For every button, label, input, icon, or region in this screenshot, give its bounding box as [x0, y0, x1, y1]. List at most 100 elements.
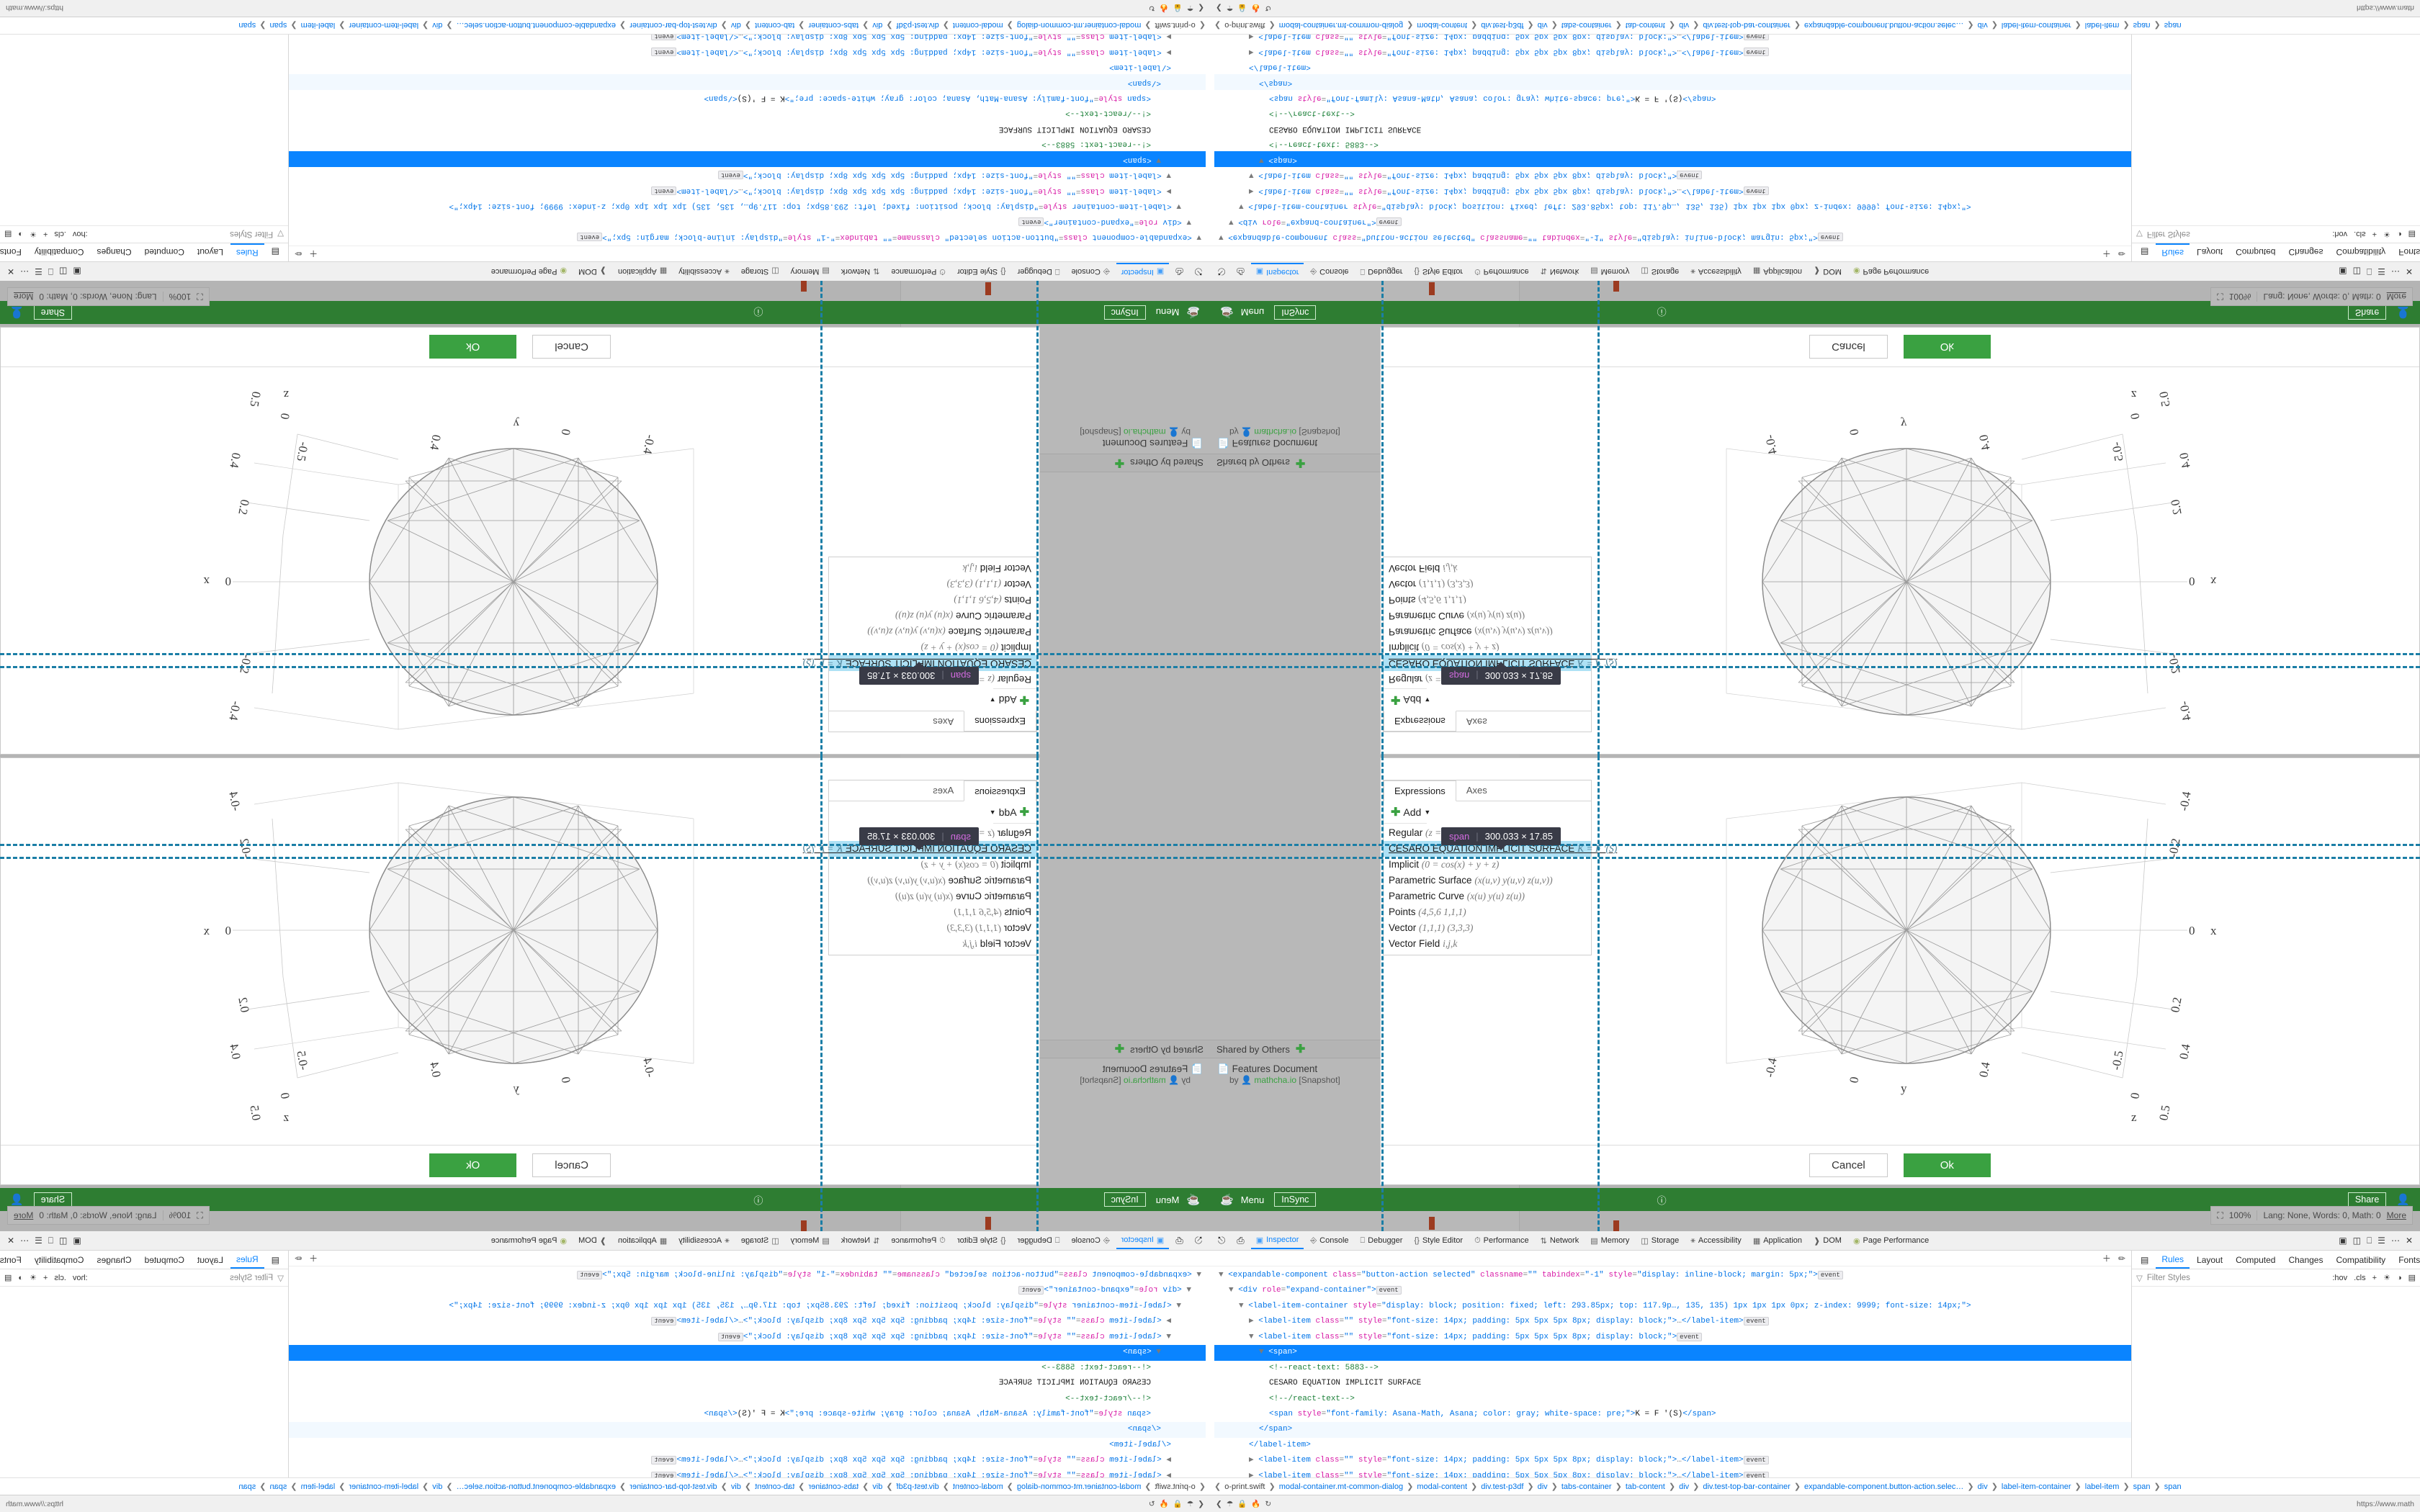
shield-icon[interactable]: ☂ [1226, 4, 1234, 13]
tab-expressions[interactable]: Expressions [1384, 780, 1456, 801]
surface-plot[interactable]: 0 x -0.2 -0.4 0.2 0.4 y -0.4 0 0.4 [1618, 761, 2367, 1135]
breadcrumb-item[interactable]: span [2164, 1482, 2182, 1491]
markup-row[interactable]: ▶ <label-item class="" style="font-size:… [1214, 1453, 2131, 1468]
breadcrumb-item[interactable]: label-item-container [2001, 21, 2071, 30]
breadcrumb-item[interactable]: div [872, 1482, 883, 1491]
tab-style-editor[interactable]: {} Style Editor [952, 264, 1011, 279]
plus-icon[interactable]: ✚ [1295, 456, 1306, 469]
markup-code[interactable]: ▼ <expandable-component class = "button-ac… [1210, 35, 2131, 246]
plus-icon[interactable]: ✚ [1114, 1043, 1125, 1056]
tab-rules[interactable]: Rules [230, 1251, 264, 1269]
breadcrumb-item[interactable]: label-item [300, 21, 336, 30]
shield-icon[interactable]: ☂ [1226, 1499, 1234, 1508]
split-console-icon[interactable]: ☰ [35, 1235, 42, 1246]
print-media-icon[interactable]: ▤ [2408, 1274, 2416, 1282]
tab-application[interactable]: ▦ Application [1748, 1233, 1807, 1248]
breadcrumb-item[interactable]: label-item [2084, 1482, 2120, 1491]
breadcrumb-item[interactable]: div.test-top-bar-container [1703, 1482, 1791, 1491]
breadcrumb-item[interactable]: div [730, 21, 741, 30]
user-icon[interactable]: 👤 [10, 1194, 24, 1206]
reload-icon[interactable]: ↻ [1265, 4, 1272, 13]
firefox-icon[interactable]: 🔥 [1251, 4, 1261, 12]
ok-button[interactable]: Ok [429, 1153, 517, 1177]
list-item[interactable]: Parametric Surface (x(u,v) y(u,v) z(u,v)… [829, 873, 1036, 888]
ok-button[interactable]: Ok [1903, 1153, 1991, 1177]
markup-row[interactable]: ▶ <label-item class="" style="font-size:… [289, 1453, 1206, 1468]
surface-plot[interactable]: 0 x -0.2 -0.4 0.2 0.4 y -0.4 0 0.4 [1618, 377, 2367, 751]
tab-performance[interactable]: ⏱ Performance [1469, 1233, 1534, 1248]
breadcrumb-item[interactable]: div [1679, 1482, 1690, 1491]
markup-row[interactable]: </label-item> [289, 1438, 1206, 1453]
breadcrumb-item[interactable]: modal-container.mt-common-dialog [1016, 1482, 1142, 1491]
insync-badge[interactable]: InSync [1103, 1192, 1146, 1207]
device-icon[interactable]: ⎕ [2366, 1235, 2372, 1246]
list-item[interactable]: Points (4,5,6 1,1,1) [1384, 592, 1591, 608]
coffee-icon[interactable]: ☕ [1186, 306, 1200, 318]
share-button[interactable]: Share [33, 1192, 73, 1207]
tab-axes[interactable]: Axes [933, 716, 954, 727]
light-scheme-icon[interactable]: ☀ [2383, 1274, 2390, 1282]
chevron-left-icon[interactable]: ❮ [1214, 21, 1222, 30]
markup-row[interactable]: </span> [1214, 74, 2131, 90]
tab-rules[interactable]: Rules [230, 243, 264, 261]
markup-row[interactable]: ▼ <span> [1214, 151, 2131, 167]
breadcrumb-item[interactable]: expandable-component.button-action.selec… [1804, 1482, 1964, 1491]
breadcrumb-item[interactable]: tabs-container [1561, 21, 1612, 30]
tab-memory[interactable]: ▤ Memory [1585, 264, 1634, 279]
breadcrumb-item[interactable]: tabs-container [808, 21, 859, 30]
surface-plot[interactable]: 0 x -0.2 -0.4 0.2 0.4 y -0.4 0 0.4 [53, 377, 802, 751]
markup-row[interactable]: ▼ <expandable-component class="button-ac… [1214, 229, 2131, 244]
breadcrumb-item[interactable]: modal-container.mt-common-dialog [1016, 21, 1142, 30]
breadcrumb-item[interactable]: span [238, 1482, 256, 1491]
tab-debugger[interactable]: ⎕ Debugger [1355, 1233, 1408, 1248]
zoom-level[interactable]: 100% [162, 292, 192, 302]
markup-row[interactable]: ▼ <expandable-component class="button-ac… [1214, 1268, 2131, 1283]
lock-icon[interactable]: 🔒 [1237, 1500, 1247, 1508]
screenshot-icon[interactable]: ▣ [73, 1235, 81, 1246]
element-picker-icon[interactable]: ⎋ [1218, 266, 1226, 277]
markup-row[interactable]: <!--react-text: 5883--> [289, 1361, 1206, 1376]
tab-computed[interactable]: Computed [144, 247, 184, 258]
fullscreen-icon[interactable]: ⛶ [197, 1210, 203, 1220]
tab-debugger[interactable]: ⎕ Debugger [1013, 1233, 1065, 1248]
tab-console[interactable]: ⎆ Console [1066, 264, 1114, 279]
filter-styles-input[interactable]: Filter Styles [230, 1273, 274, 1282]
split-console-icon[interactable]: ☰ [2378, 266, 2385, 277]
breadcrumb-item[interactable]: span [269, 21, 287, 30]
breadcrumb-item[interactable]: o-print.swift [1224, 1482, 1265, 1491]
shield-icon[interactable]: ☂ [1186, 1499, 1194, 1508]
list-item[interactable]: Parametric Surface (x(u,v) y(u,v) z(u,v)… [829, 624, 1036, 639]
breadcrumb-item[interactable]: modal-content [952, 1482, 1003, 1491]
markup-row[interactable]: <!--/react-text--> [1214, 105, 2131, 120]
tab-dom[interactable]: ❱ DOM [573, 264, 611, 279]
markup-row[interactable]: ▼ <span> [289, 1345, 1206, 1361]
tab-dom[interactable]: ❱ DOM [1809, 1233, 1847, 1248]
breadcrumb-item[interactable]: tab-content [1625, 21, 1665, 30]
tab-rules[interactable]: Rules [2156, 1251, 2190, 1269]
tab-computed[interactable]: Computed [2236, 1254, 2276, 1265]
dark-scheme-icon[interactable]: ◑ [18, 230, 24, 239]
screenshot-icon[interactable]: ▣ [2339, 266, 2347, 277]
filter-styles-input[interactable]: Filter Styles [2146, 1273, 2190, 1282]
markup-row[interactable]: ▼ <label-item-container style="display: … [289, 198, 1206, 213]
sidebar-toggle-icon[interactable]: ▤ [271, 1254, 279, 1265]
info-icon[interactable]: ⓘ [1657, 306, 1667, 318]
tab-application[interactable]: ▦ Application [613, 1233, 672, 1248]
insync-badge[interactable]: InSync [1274, 305, 1317, 320]
breadcrumb-item[interactable]: label-item [300, 1482, 336, 1491]
markup-row[interactable]: </span> [289, 74, 1206, 90]
markup-row[interactable]: ▼ <div role="expand-container">event [289, 1283, 1206, 1298]
menu-button[interactable]: Menu [1240, 307, 1265, 318]
tab-changes[interactable]: Changes [2288, 247, 2323, 258]
firefox-icon[interactable]: 🔥 [1159, 1500, 1169, 1508]
breadcrumb-item[interactable]: o-print.swift [1155, 1482, 1196, 1491]
document-author[interactable]: mathcha.io [1123, 427, 1166, 437]
cancel-button[interactable]: Cancel [1809, 335, 1888, 359]
breadcrumb-item[interactable]: modal-container.mt-common-dialog [1278, 1482, 1404, 1491]
markup-row[interactable]: ▶ <label-item class="" style="font-size:… [289, 182, 1206, 197]
firefox-icon[interactable]: 🔥 [1251, 1500, 1261, 1508]
tab-page-performance[interactable]: ◉ Page Performance [1848, 1233, 1934, 1248]
list-item[interactable]: Parametric Surface (x(u,v) y(u,v) z(u,v)… [1384, 873, 1591, 888]
markup-view[interactable]: ＋ ✏ ▼ <expandable-component class="butto… [288, 1251, 1210, 1477]
list-item[interactable]: Vector (1,1,1) (3,3,3) [829, 576, 1036, 592]
